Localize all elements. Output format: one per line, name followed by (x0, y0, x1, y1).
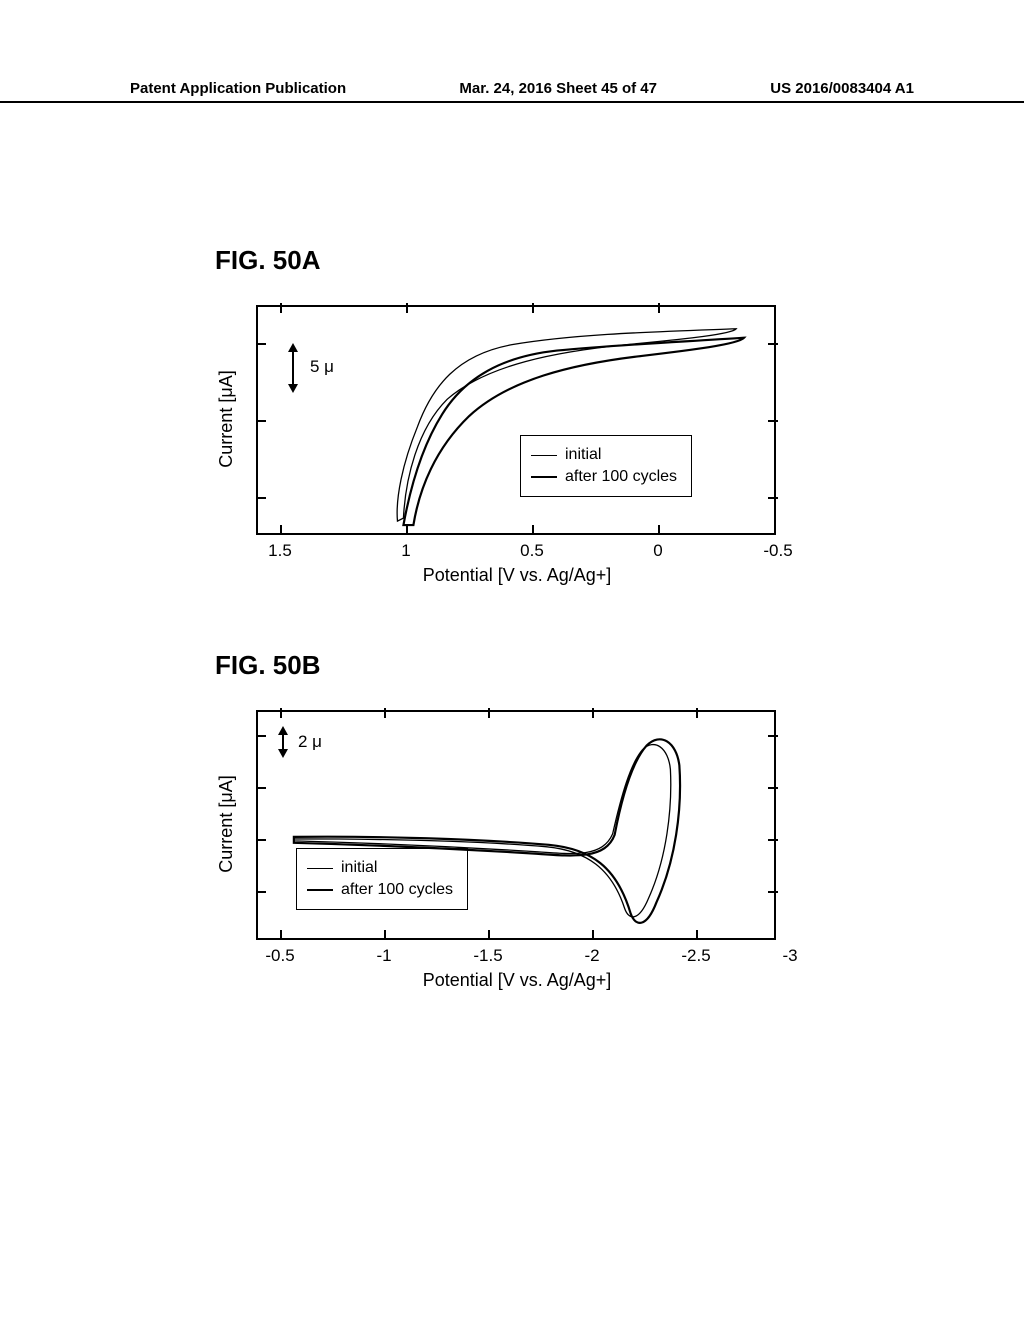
curve-after-100 (294, 739, 680, 923)
figure-label-50a: FIG. 50A (215, 245, 320, 276)
chart-50a: 1.5 1 0.5 0 -0.5 Current [μA] Potential … (256, 305, 776, 535)
curve-initial (294, 745, 671, 917)
xtick-label: -1 (376, 946, 391, 966)
xtick-label: -1.5 (473, 946, 502, 966)
page-header: Patent Application Publication Mar. 24, … (0, 80, 1024, 103)
xtick-label: 1 (401, 541, 410, 561)
header-left: Patent Application Publication (130, 80, 346, 97)
header-center: Mar. 24, 2016 Sheet 45 of 47 (459, 80, 657, 97)
x-axis-label: Potential [V vs. Ag/Ag+] (423, 565, 612, 586)
xtick-label: -0.5 (763, 541, 792, 561)
xtick-label: -3 (782, 946, 797, 966)
xtick-label: -2.5 (681, 946, 710, 966)
curve-initial (397, 329, 736, 521)
y-axis-label: Current [μA] (216, 370, 237, 467)
curve-after-100 (403, 338, 744, 525)
xtick-label: -0.5 (265, 946, 294, 966)
header-right: US 2016/0083404 A1 (770, 80, 914, 97)
xtick-label: -2 (584, 946, 599, 966)
xtick-label: 0.5 (520, 541, 544, 561)
cv-curves-50a (258, 305, 776, 533)
xtick-label: 1.5 (268, 541, 292, 561)
x-axis-label: Potential [V vs. Ag/Ag+] (423, 970, 612, 991)
y-axis-label: Current [μA] (216, 775, 237, 872)
xtick-label: 0 (653, 541, 662, 561)
cv-curves-50b (258, 710, 776, 938)
figure-label-50b: FIG. 50B (215, 650, 320, 681)
chart-50b: -0.5 -1 -1.5 -2 -2.5 -3 Current [μA] Pot… (256, 710, 776, 940)
